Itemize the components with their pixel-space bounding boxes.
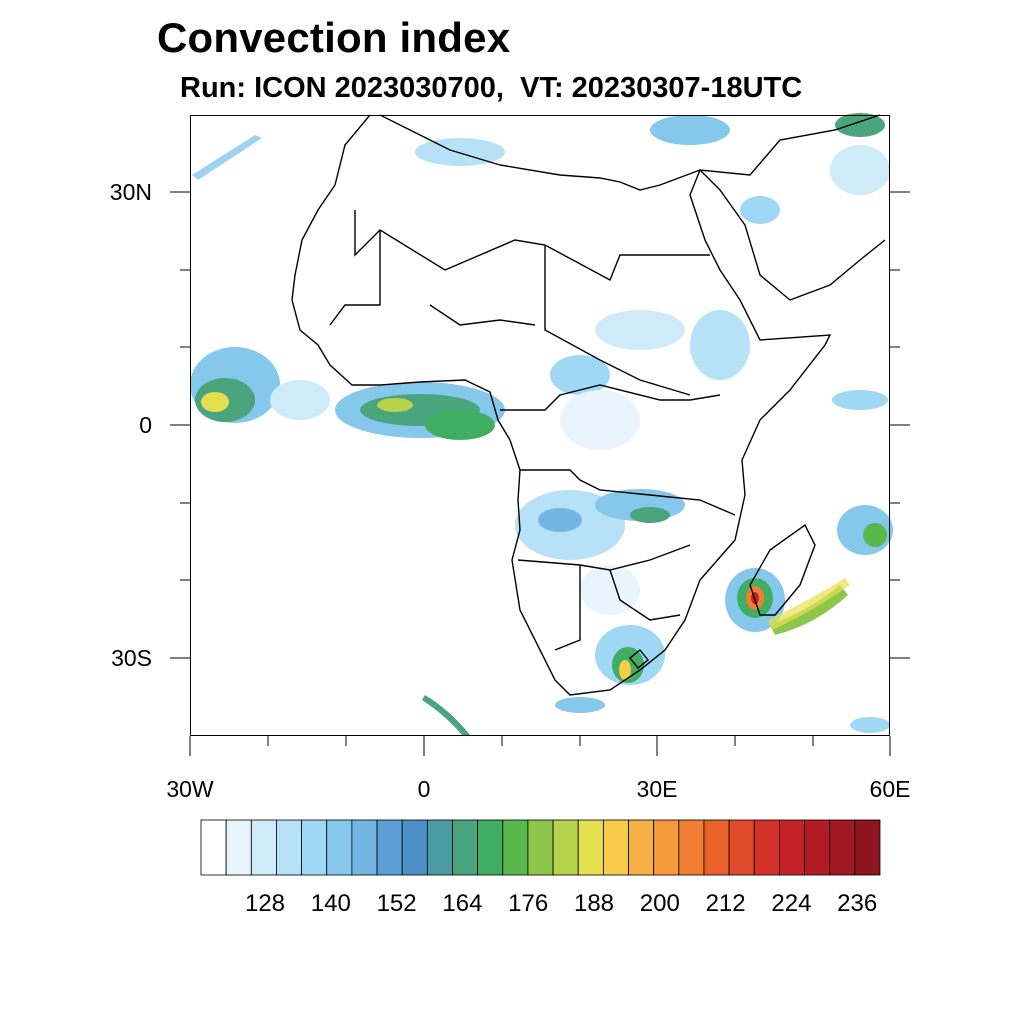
colorbar-box: [728, 819, 755, 876]
map-frame: [190, 115, 890, 736]
colorbar-box: [703, 819, 730, 876]
colorbar-label: 140: [311, 890, 351, 917]
colorbar-box: [628, 819, 655, 876]
colorbar-label: 152: [377, 890, 417, 917]
colorbar-box: [452, 819, 479, 876]
colorbar-box: [225, 819, 252, 876]
axis-ticks: [170, 191, 910, 756]
colorbar-label: 176: [508, 890, 548, 917]
colorbar-box: [552, 819, 579, 876]
colorbar-label: 236: [837, 890, 877, 917]
colorbar-box: [829, 819, 856, 876]
colorbar-label: 128: [245, 890, 285, 917]
lon-label-30w: 30W: [166, 776, 214, 802]
lon-label-0: 0: [418, 776, 431, 802]
colorbar-box: [376, 819, 403, 876]
colorbar-box: [804, 819, 831, 876]
colorbar-box: [779, 819, 805, 876]
colorbar-box: [678, 819, 705, 876]
lat-label-30n: 30N: [110, 179, 152, 205]
lon-label-30e: 30E: [637, 776, 678, 802]
coastlines: [291, 114, 886, 696]
colorbar-box: [753, 819, 780, 876]
lat-label-30s: 30S: [111, 645, 152, 671]
colorbar-box: [502, 819, 529, 876]
colorbar-box: [854, 819, 881, 876]
map-title: Convection index: [157, 14, 511, 61]
colorbar-label: 188: [574, 890, 614, 917]
colorbar-box: [653, 819, 680, 876]
colorbar-box: [276, 819, 302, 876]
colorbar-label: 200: [640, 890, 680, 917]
colorbar-box: [200, 819, 227, 876]
convection-field: [190, 113, 893, 735]
colorbar-label: 212: [706, 890, 746, 917]
colorbar-box: [426, 819, 453, 876]
lat-label-0: 0: [139, 412, 152, 438]
colorbar-box: [527, 819, 554, 876]
map-subtitle: Run: ICON 2023030700, VT: 20230307-18UTC: [180, 72, 803, 104]
colorbar-box: [477, 819, 504, 876]
colorbar-box: [602, 819, 629, 876]
colorbar-box: [351, 819, 378, 876]
colorbar-label: 224: [771, 890, 811, 917]
colorbar-label: 164: [442, 890, 482, 917]
colorbar-labels: 128 140 152 164 176 188 200 212 224 236: [245, 890, 877, 917]
colorbar: [200, 819, 881, 876]
lon-label-60e: 60E: [870, 776, 911, 802]
colorbar-box: [577, 819, 604, 876]
colorbar-box: [301, 819, 328, 876]
colorbar-box: [401, 819, 428, 876]
colorbar-box: [250, 819, 277, 876]
colorbar-box: [326, 819, 353, 876]
